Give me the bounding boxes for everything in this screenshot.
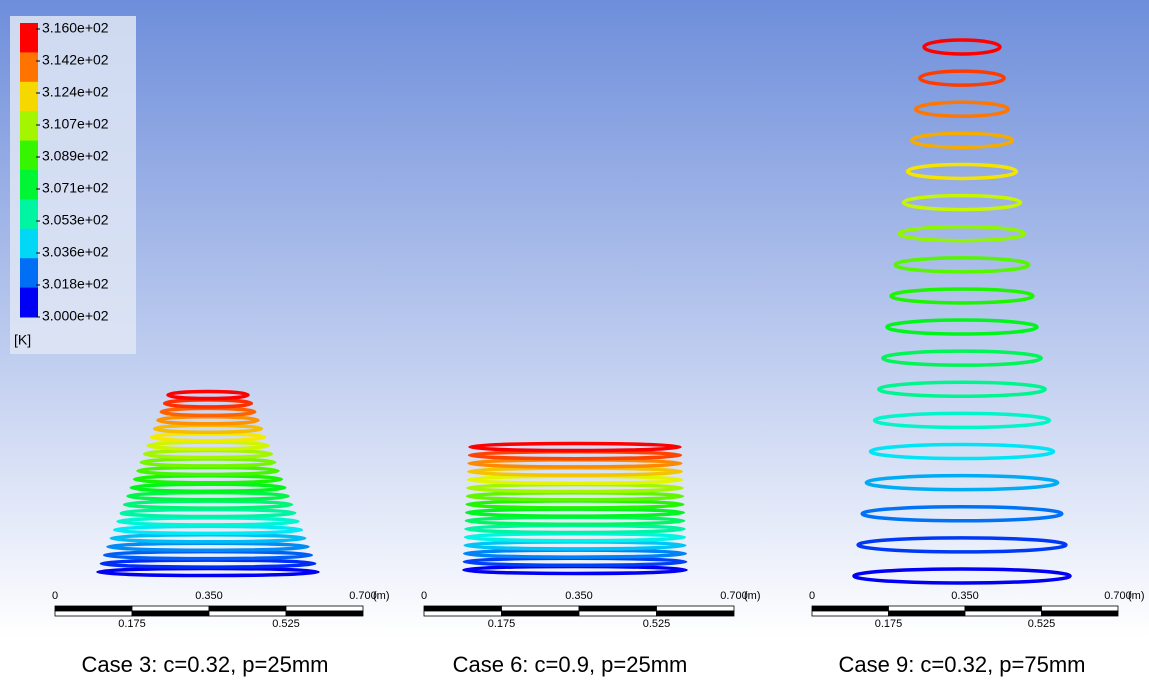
coil-turn xyxy=(868,442,1056,461)
scale-label: 0.700 xyxy=(349,590,377,602)
coil-turn xyxy=(885,318,1039,336)
scale-segment xyxy=(54,610,133,617)
legend-label: 3.160e+02 xyxy=(42,20,109,36)
scale-label: 0.350 xyxy=(565,590,593,602)
legend-label: 3.071e+02 xyxy=(42,180,109,196)
legend: 3.160e+02 3.142e+02 3.124e+02 3.107e+02 3.08… xyxy=(14,20,109,348)
color-band xyxy=(20,170,38,200)
scale-segment xyxy=(423,605,502,612)
scale-segment xyxy=(888,610,966,617)
scale-label: 0.175 xyxy=(875,618,903,630)
color-band xyxy=(20,52,38,83)
scale-segment xyxy=(656,610,735,617)
scale-segment xyxy=(131,610,210,617)
coil-turn xyxy=(905,162,1019,181)
scale-segment xyxy=(811,605,889,612)
scale-segment xyxy=(285,610,364,617)
scale-segment xyxy=(1041,610,1119,617)
scale-unit: (m) xyxy=(744,590,761,602)
scale-label: 0 xyxy=(421,590,427,602)
coil-turn xyxy=(860,505,1064,523)
scale-segment xyxy=(964,605,1042,612)
coil-turn xyxy=(914,100,1010,118)
scale-segment xyxy=(811,610,889,617)
coils xyxy=(96,38,1072,585)
scale-segment xyxy=(501,605,580,612)
coil-turn xyxy=(918,69,1006,87)
coil-turn xyxy=(872,411,1052,430)
scale-unit: (m) xyxy=(373,590,390,602)
color-band xyxy=(20,199,38,230)
coil-turn xyxy=(468,441,682,453)
coil-turn xyxy=(876,380,1048,399)
coil-turn xyxy=(856,536,1068,554)
coil-turn xyxy=(852,567,1072,585)
scale-segment xyxy=(208,605,287,612)
scale-label: 0.525 xyxy=(272,618,300,630)
color-band xyxy=(20,140,38,171)
scale-label: 0.525 xyxy=(643,618,671,630)
scale-label: 0.350 xyxy=(195,590,223,602)
scale-segment xyxy=(964,610,1042,617)
coil-turn xyxy=(901,193,1023,212)
scale-segment xyxy=(208,610,287,617)
scale-segment xyxy=(578,610,657,617)
legend-label: 3.000e+02 xyxy=(42,308,109,324)
legend-label: 3.018e+02 xyxy=(42,276,109,292)
scale-label: 0.700 xyxy=(720,590,748,602)
coil-turn xyxy=(864,473,1060,492)
scale-segment xyxy=(285,605,364,612)
legend-label: 3.107e+02 xyxy=(42,116,109,132)
color-band xyxy=(20,287,38,318)
scale-label: 0 xyxy=(809,590,815,602)
color-band xyxy=(20,111,38,142)
scale-segment xyxy=(501,610,580,617)
coil-turn xyxy=(889,287,1035,305)
scale-segment xyxy=(888,605,966,612)
scale-label: 0 xyxy=(52,590,58,602)
legend-label: 3.124e+02 xyxy=(42,84,109,100)
scale-label: 0.525 xyxy=(1028,618,1056,630)
scale-segment xyxy=(578,605,657,612)
legend-label: 3.089e+02 xyxy=(42,148,109,164)
scale-label: 0.350 xyxy=(951,590,979,602)
color-band xyxy=(20,81,38,112)
color-band xyxy=(20,23,38,53)
coil-turn xyxy=(166,389,250,401)
scale-segment xyxy=(131,605,210,612)
scale-segment xyxy=(656,605,735,612)
coil-turn xyxy=(893,256,1031,274)
coil-turn xyxy=(909,131,1015,150)
scale-label: 0.700 xyxy=(1104,590,1132,602)
coil-turn xyxy=(897,224,1027,243)
coil-turn xyxy=(922,38,1002,56)
scale-label: 0.175 xyxy=(118,618,146,630)
legend-label: 3.036e+02 xyxy=(42,244,109,260)
caption: Case 9: c=0.32, p=75mm xyxy=(838,652,1085,677)
legend-unit: [K] xyxy=(14,332,31,348)
scale-segment xyxy=(54,605,133,612)
caption: Case 6: c=0.9, p=25mm xyxy=(453,652,688,677)
scale-unit: (m) xyxy=(1128,590,1145,602)
legend-label: 3.142e+02 xyxy=(42,52,109,68)
color-band xyxy=(20,258,38,289)
scale-segment xyxy=(423,610,502,617)
caption: Case 3: c=0.32, p=25mm xyxy=(81,652,328,677)
color-band xyxy=(20,228,38,259)
scale-label: 0.175 xyxy=(488,618,516,630)
scale-segment xyxy=(1041,605,1119,612)
coil-turn xyxy=(881,349,1043,367)
legend-label: 3.053e+02 xyxy=(42,212,109,228)
